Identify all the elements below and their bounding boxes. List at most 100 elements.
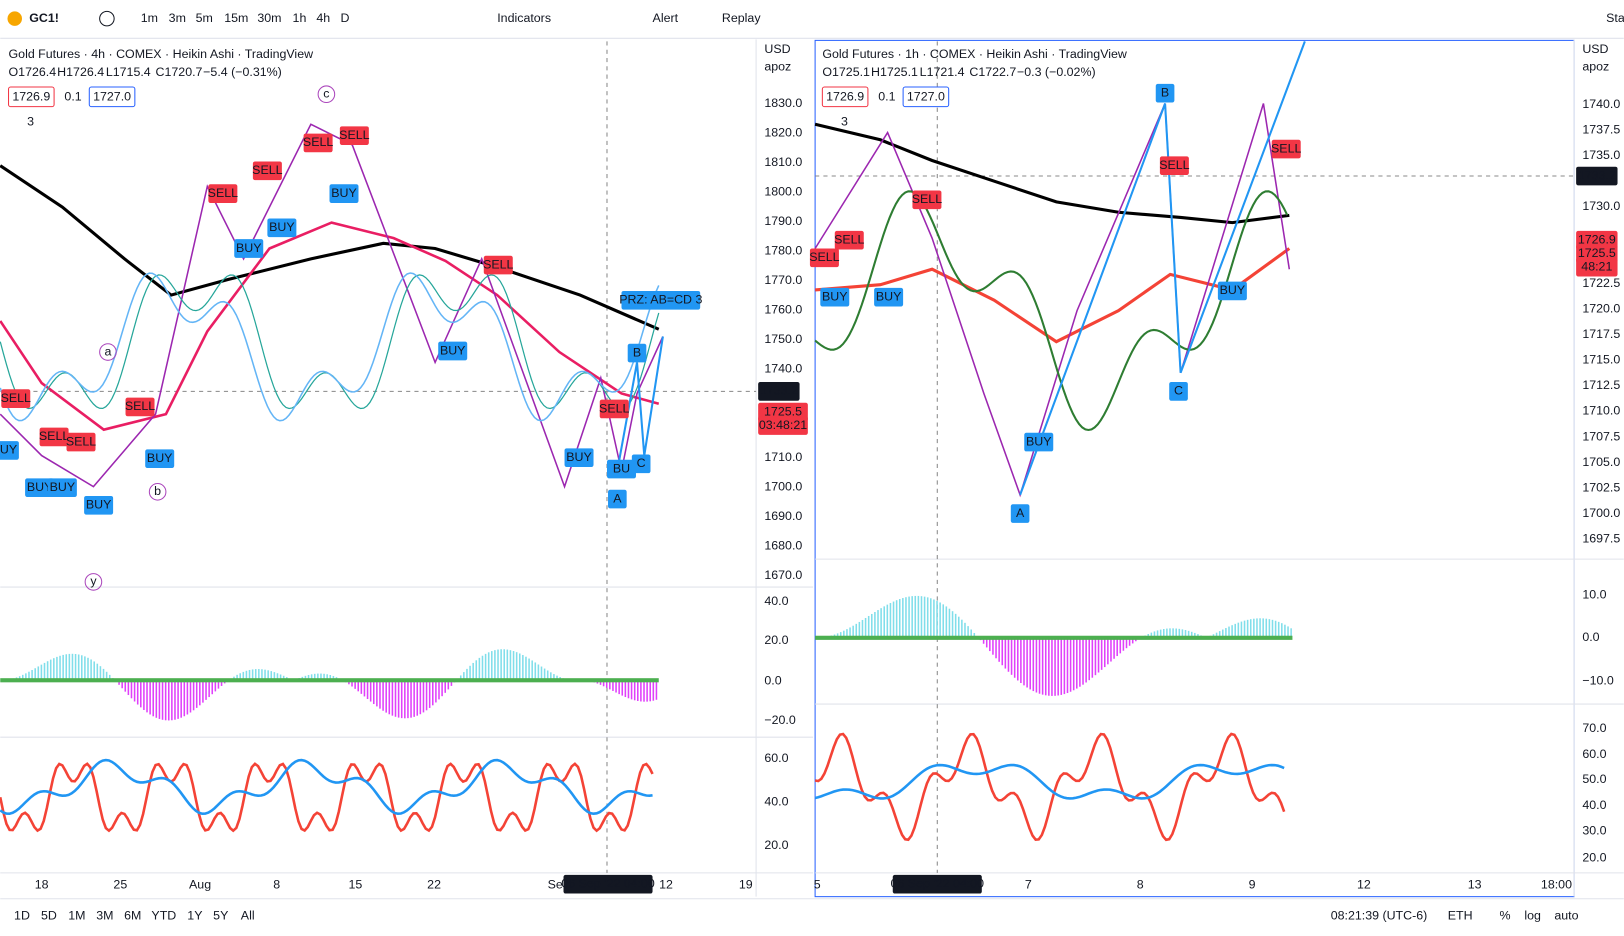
histogram-bar bbox=[1290, 628, 1292, 638]
histogram-bar bbox=[261, 669, 263, 681]
signal: BUY bbox=[1026, 434, 1052, 448]
histogram-bar bbox=[1072, 637, 1075, 691]
range-button[interactable]: All bbox=[241, 909, 255, 923]
signal: BUY bbox=[269, 220, 295, 234]
signal: SELL bbox=[834, 232, 864, 246]
histogram-bar bbox=[441, 680, 443, 697]
range-button[interactable]: 1Y bbox=[187, 909, 202, 923]
histogram-bar bbox=[1265, 618, 1268, 638]
histogram-bar bbox=[180, 680, 182, 718]
histogram-bar bbox=[1038, 637, 1041, 694]
range-button[interactable]: 5D bbox=[41, 909, 57, 923]
symbol[interactable]: GC1! bbox=[29, 11, 59, 25]
histogram-bar bbox=[276, 673, 279, 681]
histogram-bar bbox=[478, 657, 481, 681]
ohlc-value: −5.4 (−0.31%) bbox=[203, 65, 282, 79]
histogram-bar bbox=[391, 680, 394, 716]
histogram-bar bbox=[889, 603, 892, 638]
histogram-bar bbox=[970, 629, 972, 638]
interval-button[interactable]: 30m bbox=[257, 11, 281, 25]
replay-button[interactable]: Replay bbox=[722, 11, 761, 25]
percent-button[interactable]: % bbox=[1500, 909, 1511, 923]
histogram-bar bbox=[124, 680, 127, 692]
range-button[interactable]: 5Y bbox=[213, 909, 228, 923]
histogram-bar bbox=[282, 675, 285, 681]
interval-button[interactable]: 1h bbox=[293, 11, 307, 25]
signal-bg bbox=[1159, 156, 1189, 175]
bid-price[interactable]: 1726.9 bbox=[12, 90, 50, 104]
histogram-bar bbox=[917, 595, 920, 638]
bid-price[interactable]: 1726.9 bbox=[826, 90, 864, 104]
histogram-bar bbox=[432, 680, 434, 706]
collapse-button[interactable]: 3 bbox=[841, 114, 848, 128]
histogram-bar bbox=[1094, 637, 1097, 676]
histogram-bar bbox=[400, 680, 403, 719]
log-button[interactable]: log bbox=[1524, 909, 1541, 923]
histogram-bar bbox=[419, 680, 422, 715]
histogram-bar bbox=[883, 606, 885, 638]
range-button[interactable]: 1M bbox=[68, 909, 85, 923]
histogram-bar bbox=[543, 668, 546, 681]
histogram-bar bbox=[1122, 637, 1125, 651]
range-button[interactable]: 1D bbox=[14, 909, 30, 923]
histogram-bar bbox=[140, 680, 142, 708]
histogram-bar bbox=[995, 637, 997, 659]
histogram-bar bbox=[1041, 637, 1044, 695]
histogram-bar bbox=[1048, 637, 1050, 696]
crosshair-time-bg bbox=[563, 874, 653, 894]
signal: BUY bbox=[0, 443, 17, 457]
histogram-bar bbox=[951, 611, 954, 638]
compare-button[interactable] bbox=[99, 10, 115, 27]
indicator-line bbox=[0, 272, 660, 422]
price-label: 1700.0 bbox=[1582, 506, 1620, 520]
indicators-button[interactable]: Indicators bbox=[497, 11, 551, 25]
ask-price[interactable]: 1727.0 bbox=[93, 90, 131, 104]
price-tag: 1725.5 bbox=[1578, 246, 1616, 260]
histogram-bar bbox=[360, 680, 363, 694]
time-label: 8 bbox=[1137, 878, 1144, 892]
histogram-bar bbox=[985, 637, 988, 648]
histogram-bar bbox=[1085, 637, 1087, 683]
histogram-bar bbox=[973, 632, 976, 638]
histogram-bar bbox=[1029, 637, 1031, 690]
interval-button[interactable]: 3m bbox=[169, 11, 186, 25]
histogram-bar bbox=[372, 680, 375, 705]
histogram-bar bbox=[939, 602, 941, 638]
session-button[interactable]: ETH bbox=[1448, 909, 1473, 923]
wave-circle bbox=[148, 483, 167, 501]
histogram-bar bbox=[930, 598, 932, 638]
interval-button[interactable]: 5m bbox=[196, 11, 213, 25]
histogram-bar bbox=[637, 680, 639, 701]
histogram-bar bbox=[447, 680, 450, 690]
histogram-bar bbox=[105, 671, 108, 681]
price-label: 1820.0 bbox=[764, 125, 802, 139]
histogram-bar bbox=[553, 674, 555, 681]
range-button[interactable]: YTD bbox=[151, 909, 176, 923]
signal: BUY bbox=[566, 450, 592, 464]
rsi-label: 40.0 bbox=[1582, 798, 1606, 812]
histogram-bar bbox=[332, 675, 335, 681]
histogram-bar bbox=[852, 625, 854, 638]
range-button[interactable]: 6M bbox=[124, 909, 141, 923]
range-button[interactable]: 3M bbox=[96, 909, 113, 923]
auto-button[interactable]: auto bbox=[1554, 909, 1578, 923]
signal-bg bbox=[1024, 432, 1054, 452]
rsi-label: 40.0 bbox=[764, 795, 788, 809]
histogram-bar bbox=[1119, 637, 1122, 654]
more-button[interactable]: Sta bbox=[1606, 11, 1624, 25]
ohlc-value: −0.3 (−0.02%) bbox=[1017, 65, 1096, 79]
interval-button[interactable]: D bbox=[341, 11, 350, 25]
interval-button[interactable]: 15m bbox=[224, 11, 248, 25]
histogram-bar bbox=[413, 680, 415, 717]
histogram-bar bbox=[459, 675, 462, 681]
alert-button[interactable]: Alert bbox=[653, 11, 679, 25]
histogram-bar bbox=[28, 671, 30, 681]
histogram-bar bbox=[1231, 625, 1233, 638]
time-label: 5 bbox=[814, 878, 821, 892]
collapse-button[interactable]: 3 bbox=[27, 114, 34, 128]
histogram-bar bbox=[469, 665, 471, 681]
interval-button[interactable]: 4h bbox=[316, 11, 330, 25]
interval-button[interactable]: 1m bbox=[141, 11, 158, 25]
ask-price[interactable]: 1727.0 bbox=[907, 90, 945, 104]
histogram-bar bbox=[1228, 626, 1230, 638]
